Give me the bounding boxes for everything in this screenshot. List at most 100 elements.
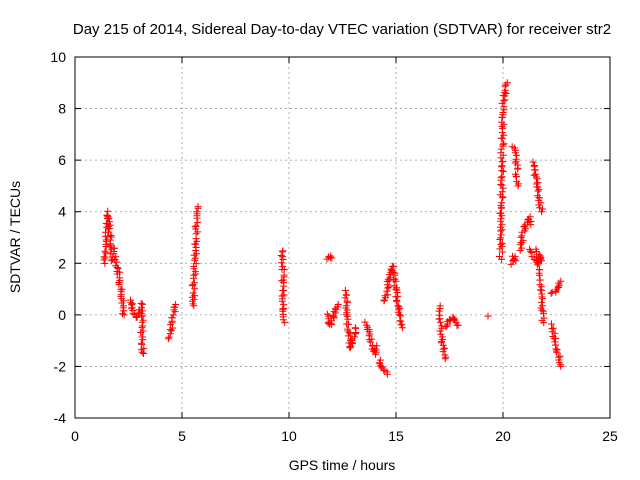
data-point	[439, 348, 447, 356]
data-point	[101, 247, 109, 255]
data-point	[498, 199, 506, 207]
data-point	[539, 295, 546, 303]
data-point	[334, 301, 342, 308]
data-point	[140, 350, 147, 357]
data-point	[345, 320, 353, 328]
data-point	[279, 256, 287, 263]
data-point	[510, 255, 518, 263]
data-point	[102, 249, 110, 257]
data-point	[540, 319, 548, 327]
data-point	[120, 307, 128, 315]
x-tick-label: 10	[281, 428, 297, 444]
data-point	[498, 239, 506, 247]
data-point	[552, 335, 559, 342]
data-point	[344, 315, 352, 323]
data-point	[526, 247, 534, 255]
data-point	[503, 79, 511, 87]
data-point	[498, 221, 506, 229]
data-point	[171, 308, 179, 316]
data-point	[514, 182, 522, 190]
data-point	[101, 254, 109, 262]
data-point	[512, 257, 520, 265]
data-point	[191, 268, 199, 276]
data-point	[557, 362, 565, 370]
data-point	[344, 332, 352, 340]
data-point	[194, 203, 202, 211]
chart-title: Day 215 of 2014, Sidereal Day-to-day VTE…	[73, 21, 611, 38]
data-point	[534, 187, 542, 195]
data-point	[532, 173, 540, 181]
data-point	[553, 349, 561, 357]
data-point	[500, 139, 508, 147]
data-point	[552, 287, 560, 295]
y-tick-label: 10	[50, 49, 66, 65]
data-point	[106, 221, 114, 229]
data-point	[278, 259, 286, 267]
y-tick-label: 0	[58, 307, 66, 323]
data-point	[172, 301, 180, 308]
plot-frame	[74, 56, 611, 419]
data-point	[138, 324, 146, 332]
data-point	[106, 218, 113, 226]
data-point	[167, 327, 175, 335]
data-point	[484, 312, 492, 320]
data-point	[118, 299, 126, 307]
data-point	[189, 289, 197, 297]
x-tick-label: 15	[388, 428, 404, 444]
y-tick-label: 6	[58, 152, 66, 168]
data-point	[534, 259, 542, 267]
data-point	[497, 241, 505, 249]
x-tick-label: 20	[495, 428, 511, 444]
data-point	[499, 184, 507, 192]
data-point	[535, 186, 543, 194]
data-point	[281, 319, 289, 327]
data-point	[497, 145, 505, 153]
data-point	[341, 286, 349, 294]
data-point	[497, 174, 505, 182]
data-point	[278, 266, 286, 273]
data-point	[396, 304, 404, 312]
data-point	[441, 344, 448, 352]
data-point	[436, 318, 444, 326]
data-point	[499, 168, 507, 176]
data-point	[366, 330, 374, 338]
data-point	[105, 215, 113, 223]
data-point	[106, 225, 114, 232]
data-point	[351, 324, 359, 332]
data-point	[496, 236, 504, 243]
data-point	[436, 327, 444, 335]
data-point	[169, 311, 177, 319]
data-point	[138, 312, 145, 320]
data-point	[347, 343, 355, 351]
data-point	[398, 324, 406, 332]
data-point	[361, 318, 369, 326]
data-point	[137, 329, 145, 336]
data-point	[441, 355, 449, 363]
tick-labels: 0 5 10 15 20 25 -4 -2 0 2 4 6 8 10	[50, 49, 618, 444]
data-point	[193, 208, 201, 216]
data-point	[343, 312, 351, 320]
data-point	[557, 277, 565, 285]
data-point	[383, 370, 391, 378]
data-point	[554, 283, 562, 291]
data-point	[393, 298, 401, 306]
data-point	[104, 214, 112, 222]
y-axis-label: SDTVAR / TECUs	[7, 181, 23, 293]
data-point	[351, 333, 358, 341]
data-point	[164, 335, 172, 343]
data-point	[191, 223, 199, 231]
y-tick-label: 4	[58, 204, 66, 220]
data-point	[392, 277, 400, 285]
data-point	[520, 222, 528, 230]
data-point	[107, 257, 115, 265]
y-tick-label: 2	[58, 255, 66, 271]
data-point	[104, 232, 112, 240]
data-point	[551, 338, 559, 346]
data-point	[536, 204, 544, 212]
data-point	[277, 252, 285, 259]
data-point	[514, 165, 522, 173]
data-point	[373, 342, 381, 350]
data-point	[385, 277, 393, 285]
y-tick-label: 8	[58, 101, 66, 117]
